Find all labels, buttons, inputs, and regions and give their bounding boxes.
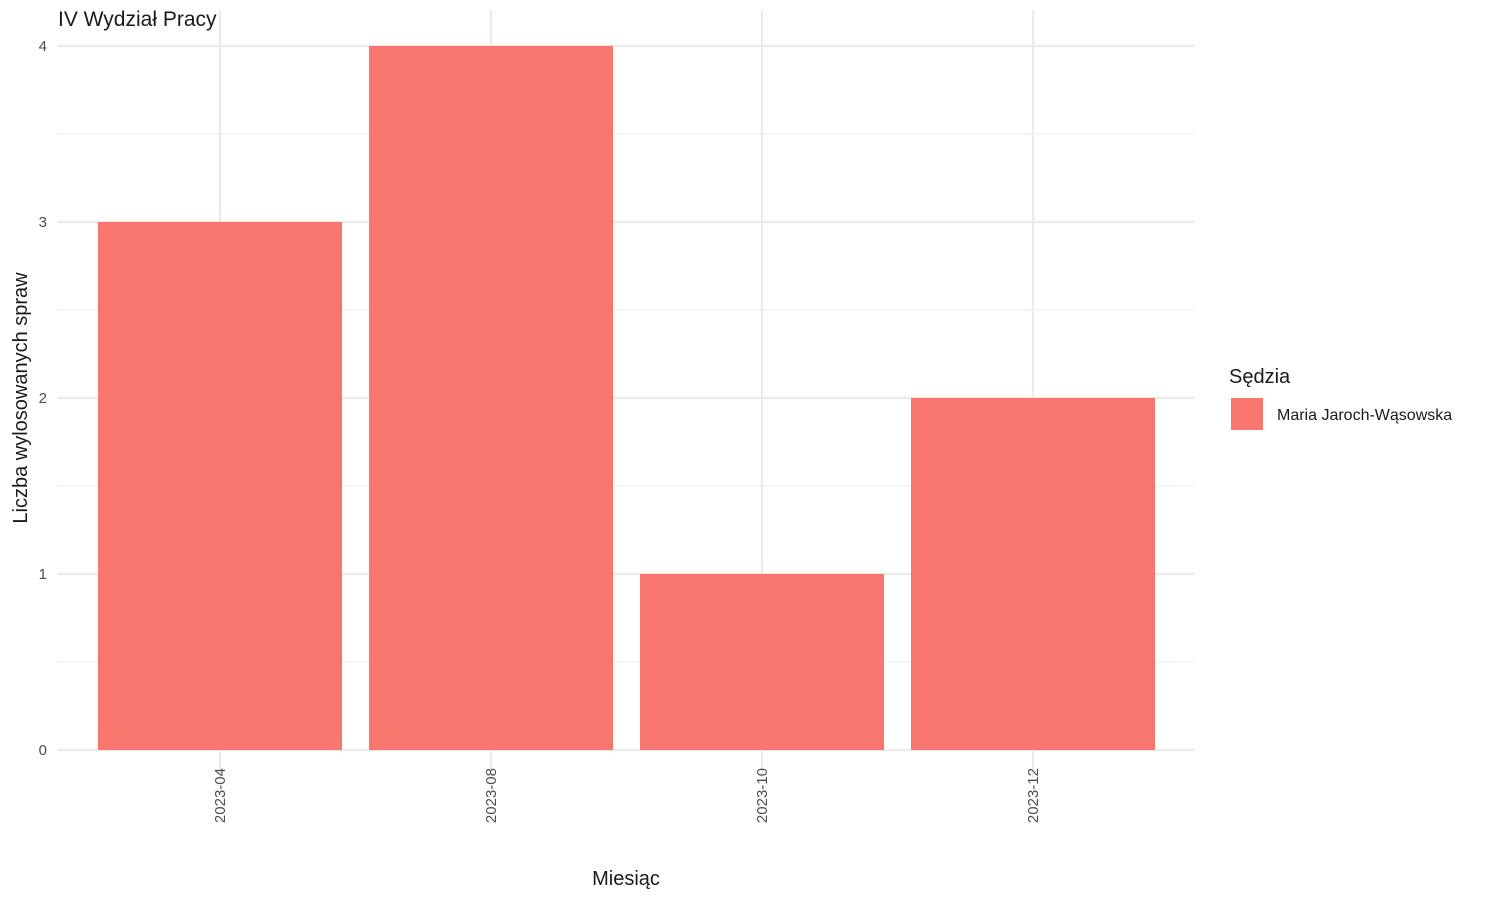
y-axis-label: Liczba wylosowanych spraw: [10, 272, 32, 524]
legend-key-swatch: [1231, 398, 1263, 430]
bar-2023-10: [640, 574, 884, 750]
x-axis-ticks: 2023-04 2023-08 2023-10 2023-12: [212, 768, 1042, 823]
bar-2023-04: [98, 222, 342, 750]
y-tick-label: 0: [39, 742, 47, 759]
legend: Sędzia Maria Jaroch-Wąsowska: [1229, 366, 1452, 430]
bar-2023-08: [369, 46, 613, 750]
y-tick-label: 1: [39, 566, 47, 583]
bar-2023-12: [911, 398, 1155, 750]
x-tick-label: 2023-10: [754, 768, 771, 823]
x-tick-label: 2023-04: [212, 768, 229, 823]
y-axis-ticks: 0 1 2 3 4: [39, 38, 47, 759]
legend-label: Maria Jaroch-Wąsowska: [1277, 407, 1452, 424]
x-tick-label: 2023-08: [483, 768, 500, 823]
y-tick-label: 3: [39, 214, 47, 231]
x-axis-label: Miesiąc: [592, 868, 660, 890]
x-tick-label: 2023-12: [1025, 768, 1042, 823]
bars: [98, 46, 1155, 750]
y-tick-label: 2: [39, 390, 47, 407]
chart-title: IV Wydział Pracy: [58, 8, 217, 31]
legend-title: Sędzia: [1229, 366, 1291, 388]
y-tick-label: 4: [39, 38, 47, 55]
